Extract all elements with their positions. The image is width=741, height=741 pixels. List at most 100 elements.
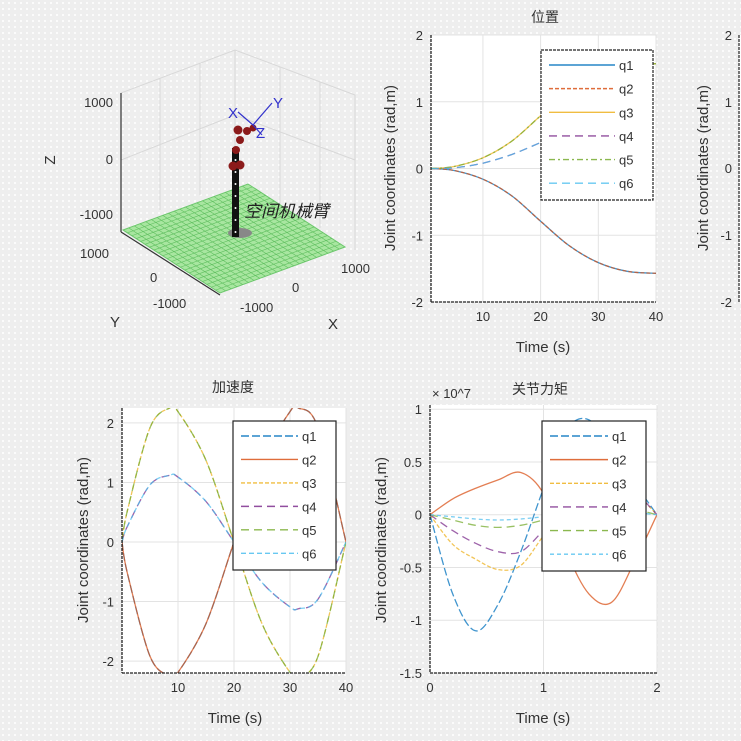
robot-name-label: 空间机械臂 <box>244 202 332 222</box>
y-tick-label: 0.5 <box>404 455 422 470</box>
chart-title: 位置 <box>531 10 559 26</box>
y-tick-label: -1 <box>102 595 114 610</box>
y-tick-0: 0 <box>150 270 157 285</box>
partial-y-tick: 1 <box>725 95 732 110</box>
series-line-q2 <box>431 167 656 274</box>
y-tick-neg1000: -1000 <box>153 296 186 311</box>
robot-joints <box>228 124 257 171</box>
y-axis-label: Joint coordinates (rad,m) <box>373 457 390 623</box>
legend-label-q6: q6 <box>302 546 316 561</box>
partial-plot-area <box>739 35 741 302</box>
robot-base <box>228 228 252 238</box>
z-tick-1000: 1000 <box>84 95 113 110</box>
legend-box <box>540 49 654 201</box>
frame-label-y: Y <box>273 95 283 112</box>
legend-label-q5: q5 <box>619 153 633 168</box>
legend-label-q1: q1 <box>612 429 626 444</box>
legend-label-q5: q5 <box>612 524 626 539</box>
legend: q1 q2 q3 q4 q5 q6 <box>540 49 654 201</box>
z-tick-neg1000: -1000 <box>80 207 113 222</box>
legend-label-q2: q2 <box>302 452 316 467</box>
series-line-q5 <box>430 508 657 529</box>
legend: q1 q2 q3 q4 q5 q6 <box>232 420 337 571</box>
chart-title: 关节力矩 <box>512 382 568 398</box>
y-tick-label: -1 <box>410 613 422 628</box>
legend-label-q3: q3 <box>619 105 633 120</box>
y-tick-label: -2 <box>411 295 423 310</box>
y-tick-label: 2 <box>416 28 423 43</box>
x-tick-label: 2 <box>653 680 660 695</box>
legend-label-q5: q5 <box>302 523 316 538</box>
robot-link-column <box>232 148 239 237</box>
y-tick-label: 1 <box>107 475 114 490</box>
y-tick-label: -2 <box>102 654 114 669</box>
legend-box <box>541 420 647 572</box>
series-line-q5 <box>122 408 346 673</box>
frame-label-x: X <box>228 105 238 122</box>
legend-label-q1: q1 <box>302 429 316 444</box>
x-tick-label: 20 <box>227 680 241 695</box>
x-tick-label: 10 <box>171 680 185 695</box>
chart-title: 加速度 <box>212 380 254 396</box>
z-tick-0: 0 <box>106 152 113 167</box>
partial-y-tick: 0 <box>725 161 732 176</box>
y-tick-label: 1 <box>416 95 423 110</box>
chart-2: 0 1 2 1 0.5 0 -0.5 -1 -1.5 q1 q2 q3 q4 q5 q6 关节力矩 Time (… <box>373 382 661 727</box>
y-tick-label: 0 <box>415 508 422 523</box>
y-tick-label: 0 <box>416 162 423 177</box>
x-tick-label: 30 <box>591 309 605 324</box>
partial-y-tick: -2 <box>720 295 732 310</box>
legend-label-q6: q6 <box>612 547 626 562</box>
x-axis-label: Time (s) <box>516 339 570 356</box>
partial-y-label: Joint coordinates (rad,m) <box>695 85 712 251</box>
legend-label-q3: q3 <box>612 476 626 491</box>
y-tick-label: 2 <box>107 416 114 431</box>
x-axis-label: Time (s) <box>516 710 570 727</box>
y-tick-label: -0.5 <box>400 560 422 575</box>
legend-label-q4: q4 <box>302 499 316 514</box>
y-tick-label: 0 <box>107 535 114 550</box>
legend: q1 q2 q3 q4 q5 q6 <box>541 420 647 572</box>
x-tick-label: 10 <box>476 309 490 324</box>
frame-label-z: Z <box>256 125 265 142</box>
x-tick-label: 30 <box>283 680 297 695</box>
x-tick-label: 20 <box>533 309 547 324</box>
end-effector-frame <box>237 102 273 136</box>
x-tick-1000: 1000 <box>341 261 370 276</box>
legend-label-q4: q4 <box>612 500 626 515</box>
x-tick-label: 40 <box>649 309 663 324</box>
legend-label-q6: q6 <box>619 176 633 191</box>
y-axis-label: Joint coordinates (rad,m) <box>382 85 399 251</box>
robot-column-dots <box>234 159 237 233</box>
y-tick-label: -1.5 <box>400 666 422 681</box>
x-tick-label: 1 <box>540 680 547 695</box>
y-exponent-label: × 10^7 <box>432 386 471 401</box>
floor-mesh <box>127 185 341 292</box>
legend-label-q2: q2 <box>612 453 626 468</box>
x-tick-label: 40 <box>339 680 353 695</box>
z-axis-label: Z <box>42 155 59 164</box>
x-tick-label: 0 <box>426 680 433 695</box>
legend-label-q3: q3 <box>302 476 316 491</box>
legend-label-q4: q4 <box>619 129 633 144</box>
y-axis-label: Y <box>110 314 120 331</box>
partial-y-tick: -1 <box>720 228 732 243</box>
y-axis-line <box>120 231 221 296</box>
x-axis-label: Time (s) <box>208 710 262 727</box>
series-line-q6 <box>122 473 346 611</box>
series-group <box>122 408 346 673</box>
partial-y-tick: 2 <box>725 28 732 43</box>
y-tick-label: 1 <box>415 402 422 417</box>
y-tick-label: -1 <box>411 228 423 243</box>
legend-label-q1: q1 <box>619 58 633 73</box>
series-line-q2 <box>122 408 346 673</box>
legend-label-q2: q2 <box>619 82 633 97</box>
x-tick-0: 0 <box>292 280 299 295</box>
legend-box <box>232 420 337 571</box>
y-axis-label: Joint coordinates (rad,m) <box>75 457 92 623</box>
y-tick-1000: 1000 <box>80 246 109 261</box>
